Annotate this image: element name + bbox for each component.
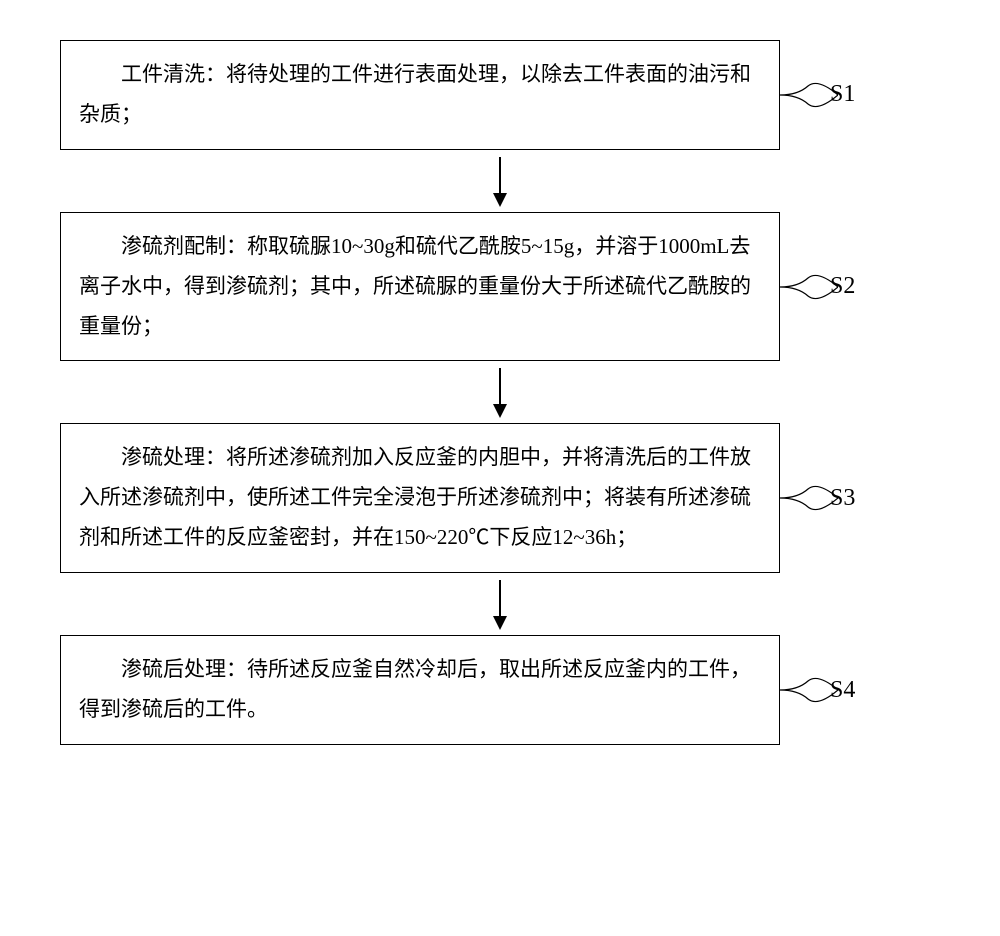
step-box-2: 渗硫剂配制：称取硫脲10~30g和硫代乙酰胺5~15g，并溶于1000mL去离子… [60,212,780,362]
step-label-1: S1 [830,81,855,108]
step-text: 渗硫剂配制：称取硫脲10~30g和硫代乙酰胺5~15g，并溶于1000mL去离子… [79,234,751,338]
step-box-4: 渗硫后处理：待所述反应釜自然冷却后，取出所述反应釜内的工件，得到渗硫后的工件。 [60,635,780,745]
step-text: 工件清洗：将待处理的工件进行表面处理，以除去工件表面的油污和杂质； [79,62,751,126]
step-label-4: S4 [830,677,855,704]
arrow-2 [140,361,860,423]
step-row-4: 渗硫后处理：待所述反应釜自然冷却后，取出所述反应釜内的工件，得到渗硫后的工件。 … [60,635,940,745]
flowchart-container: 工件清洗：将待处理的工件进行表面处理，以除去工件表面的油污和杂质； S1 渗硫剂… [60,40,940,745]
step-row-2: 渗硫剂配制：称取硫脲10~30g和硫代乙酰胺5~15g，并溶于1000mL去离子… [60,212,940,362]
step-box-1: 工件清洗：将待处理的工件进行表面处理，以除去工件表面的油污和杂质； [60,40,780,150]
step-label-3: S3 [830,485,855,512]
step-label-2: S2 [830,273,855,300]
arrow-3 [140,573,860,635]
step-box-3: 渗硫处理：将所述渗硫剂加入反应釜的内胆中，并将清洗后的工件放入所述渗硫剂中，使所… [60,423,780,573]
step-text: 渗硫后处理：待所述反应釜自然冷却后，取出所述反应釜内的工件，得到渗硫后的工件。 [79,657,751,721]
arrow-icon [499,157,501,205]
step-row-3: 渗硫处理：将所述渗硫剂加入反应釜的内胆中，并将清洗后的工件放入所述渗硫剂中，使所… [60,423,940,573]
arrow-icon [499,580,501,628]
arrow-1 [140,150,860,212]
step-row-1: 工件清洗：将待处理的工件进行表面处理，以除去工件表面的油污和杂质； S1 [60,40,940,150]
step-text: 渗硫处理：将所述渗硫剂加入反应釜的内胆中，并将清洗后的工件放入所述渗硫剂中，使所… [79,445,751,549]
arrow-icon [499,368,501,416]
